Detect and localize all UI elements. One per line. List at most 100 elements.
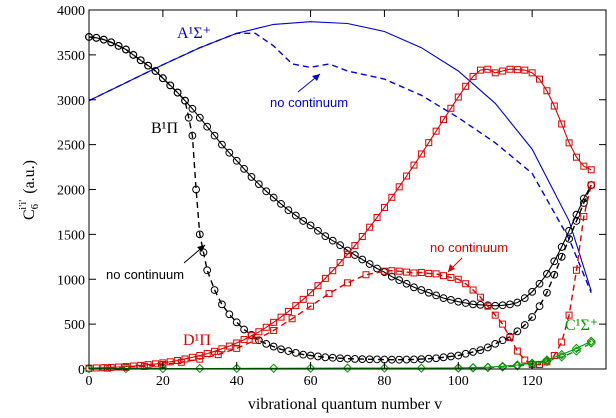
series-line: [88, 68, 592, 369]
data-point: [218, 140, 226, 149]
data-point: [262, 187, 271, 196]
data-point: [556, 349, 567, 360]
y-label-unit: (a.u.): [21, 160, 38, 194]
data-point: [491, 339, 500, 348]
data-point: [151, 67, 160, 75]
data-point: [344, 250, 351, 258]
label-C: C¹Σ⁺: [565, 317, 598, 334]
data-point: [550, 102, 558, 110]
data-point: [454, 297, 463, 306]
y-tick-label: 1500: [57, 228, 85, 243]
data-point: [321, 353, 330, 362]
data-point: [543, 269, 551, 278]
data-point: [166, 358, 174, 366]
data-point: [469, 300, 477, 309]
data-point: [136, 56, 145, 65]
data-point: [232, 318, 241, 327]
data-point: [233, 339, 241, 347]
data-point: [439, 353, 448, 362]
arrowhead-D: [448, 264, 455, 272]
data-point: [497, 361, 508, 372]
data-point: [362, 271, 370, 279]
label-B: B¹Π: [151, 120, 178, 137]
data-point: [288, 315, 296, 323]
svg-text:C6i'i'(a.u.): C6i'i' (a.u.): [17, 160, 41, 220]
data-point: [410, 269, 418, 277]
data-point: [314, 282, 322, 290]
data-point: [550, 257, 559, 266]
data-point: [203, 122, 212, 131]
data-point: [299, 350, 308, 359]
data-point: [225, 148, 234, 157]
data-point: [291, 211, 300, 220]
data-point: [269, 193, 278, 202]
data-point: [572, 217, 581, 225]
arrowhead-A: [312, 74, 320, 81]
data-point: [240, 336, 248, 344]
y-tick-label: 3500: [57, 49, 85, 64]
data-point: [158, 363, 168, 374]
data-point: [151, 360, 159, 368]
data-point: [572, 153, 580, 161]
data-point: [454, 351, 463, 360]
data-point: [395, 267, 403, 275]
data-point: [513, 327, 522, 336]
data-point: [491, 301, 500, 310]
data-point: [454, 93, 462, 101]
y-label-main: C: [21, 209, 38, 220]
data-point: [277, 313, 285, 321]
data-point: [387, 355, 396, 364]
data-point: [417, 286, 426, 294]
data-point: [240, 325, 249, 334]
x-tick-label: 40: [230, 374, 244, 389]
data-point: [203, 350, 211, 358]
data-point: [483, 343, 492, 352]
data-point: [499, 320, 507, 328]
data-point: [484, 302, 492, 310]
data-point: [520, 294, 529, 302]
data-point: [542, 356, 552, 367]
data-point: [343, 354, 352, 363]
data-point: [528, 69, 536, 77]
y-tick-label: 0: [78, 363, 85, 378]
data-point: [580, 212, 588, 220]
data-point: [218, 300, 226, 309]
data-point: [425, 139, 433, 147]
data-point: [453, 363, 463, 373]
data-point: [251, 336, 259, 344]
data-point: [247, 173, 256, 181]
data-point: [121, 363, 131, 374]
data-point: [214, 351, 222, 359]
label-no-continuum-A: no continuum: [270, 95, 348, 110]
data-point: [410, 161, 418, 169]
data-point: [192, 185, 200, 194]
data-point: [476, 293, 484, 301]
data-point: [462, 82, 470, 90]
data-point: [513, 298, 522, 307]
data-point: [291, 348, 300, 357]
axes-layer: 0 20 40 60 80 100 120 0 500 1000 1500 2000 2500 3000 3…: [57, 4, 606, 389]
data-point: [351, 242, 359, 250]
data-point: [292, 302, 300, 310]
label-no-continuum-B: no continuum: [106, 267, 184, 282]
data-point: [454, 275, 462, 283]
data-point: [497, 362, 508, 372]
x-axis-label: vibrational quantum number v: [248, 396, 442, 413]
series-4: [85, 65, 595, 372]
data-point: [336, 259, 344, 267]
data-point: [572, 266, 580, 274]
y-label-sup: i'i': [17, 200, 29, 210]
data-point: [199, 248, 208, 257]
data-point: [565, 139, 573, 147]
data-point: [225, 342, 233, 350]
data-point: [410, 355, 418, 364]
data-point: [262, 339, 271, 348]
data-point: [306, 351, 315, 360]
plot-frame: [88, 9, 607, 370]
data-point: [403, 172, 411, 180]
data-point: [506, 300, 514, 309]
data-point: [439, 294, 448, 302]
data-point: [365, 260, 374, 268]
series-line: [88, 32, 592, 293]
